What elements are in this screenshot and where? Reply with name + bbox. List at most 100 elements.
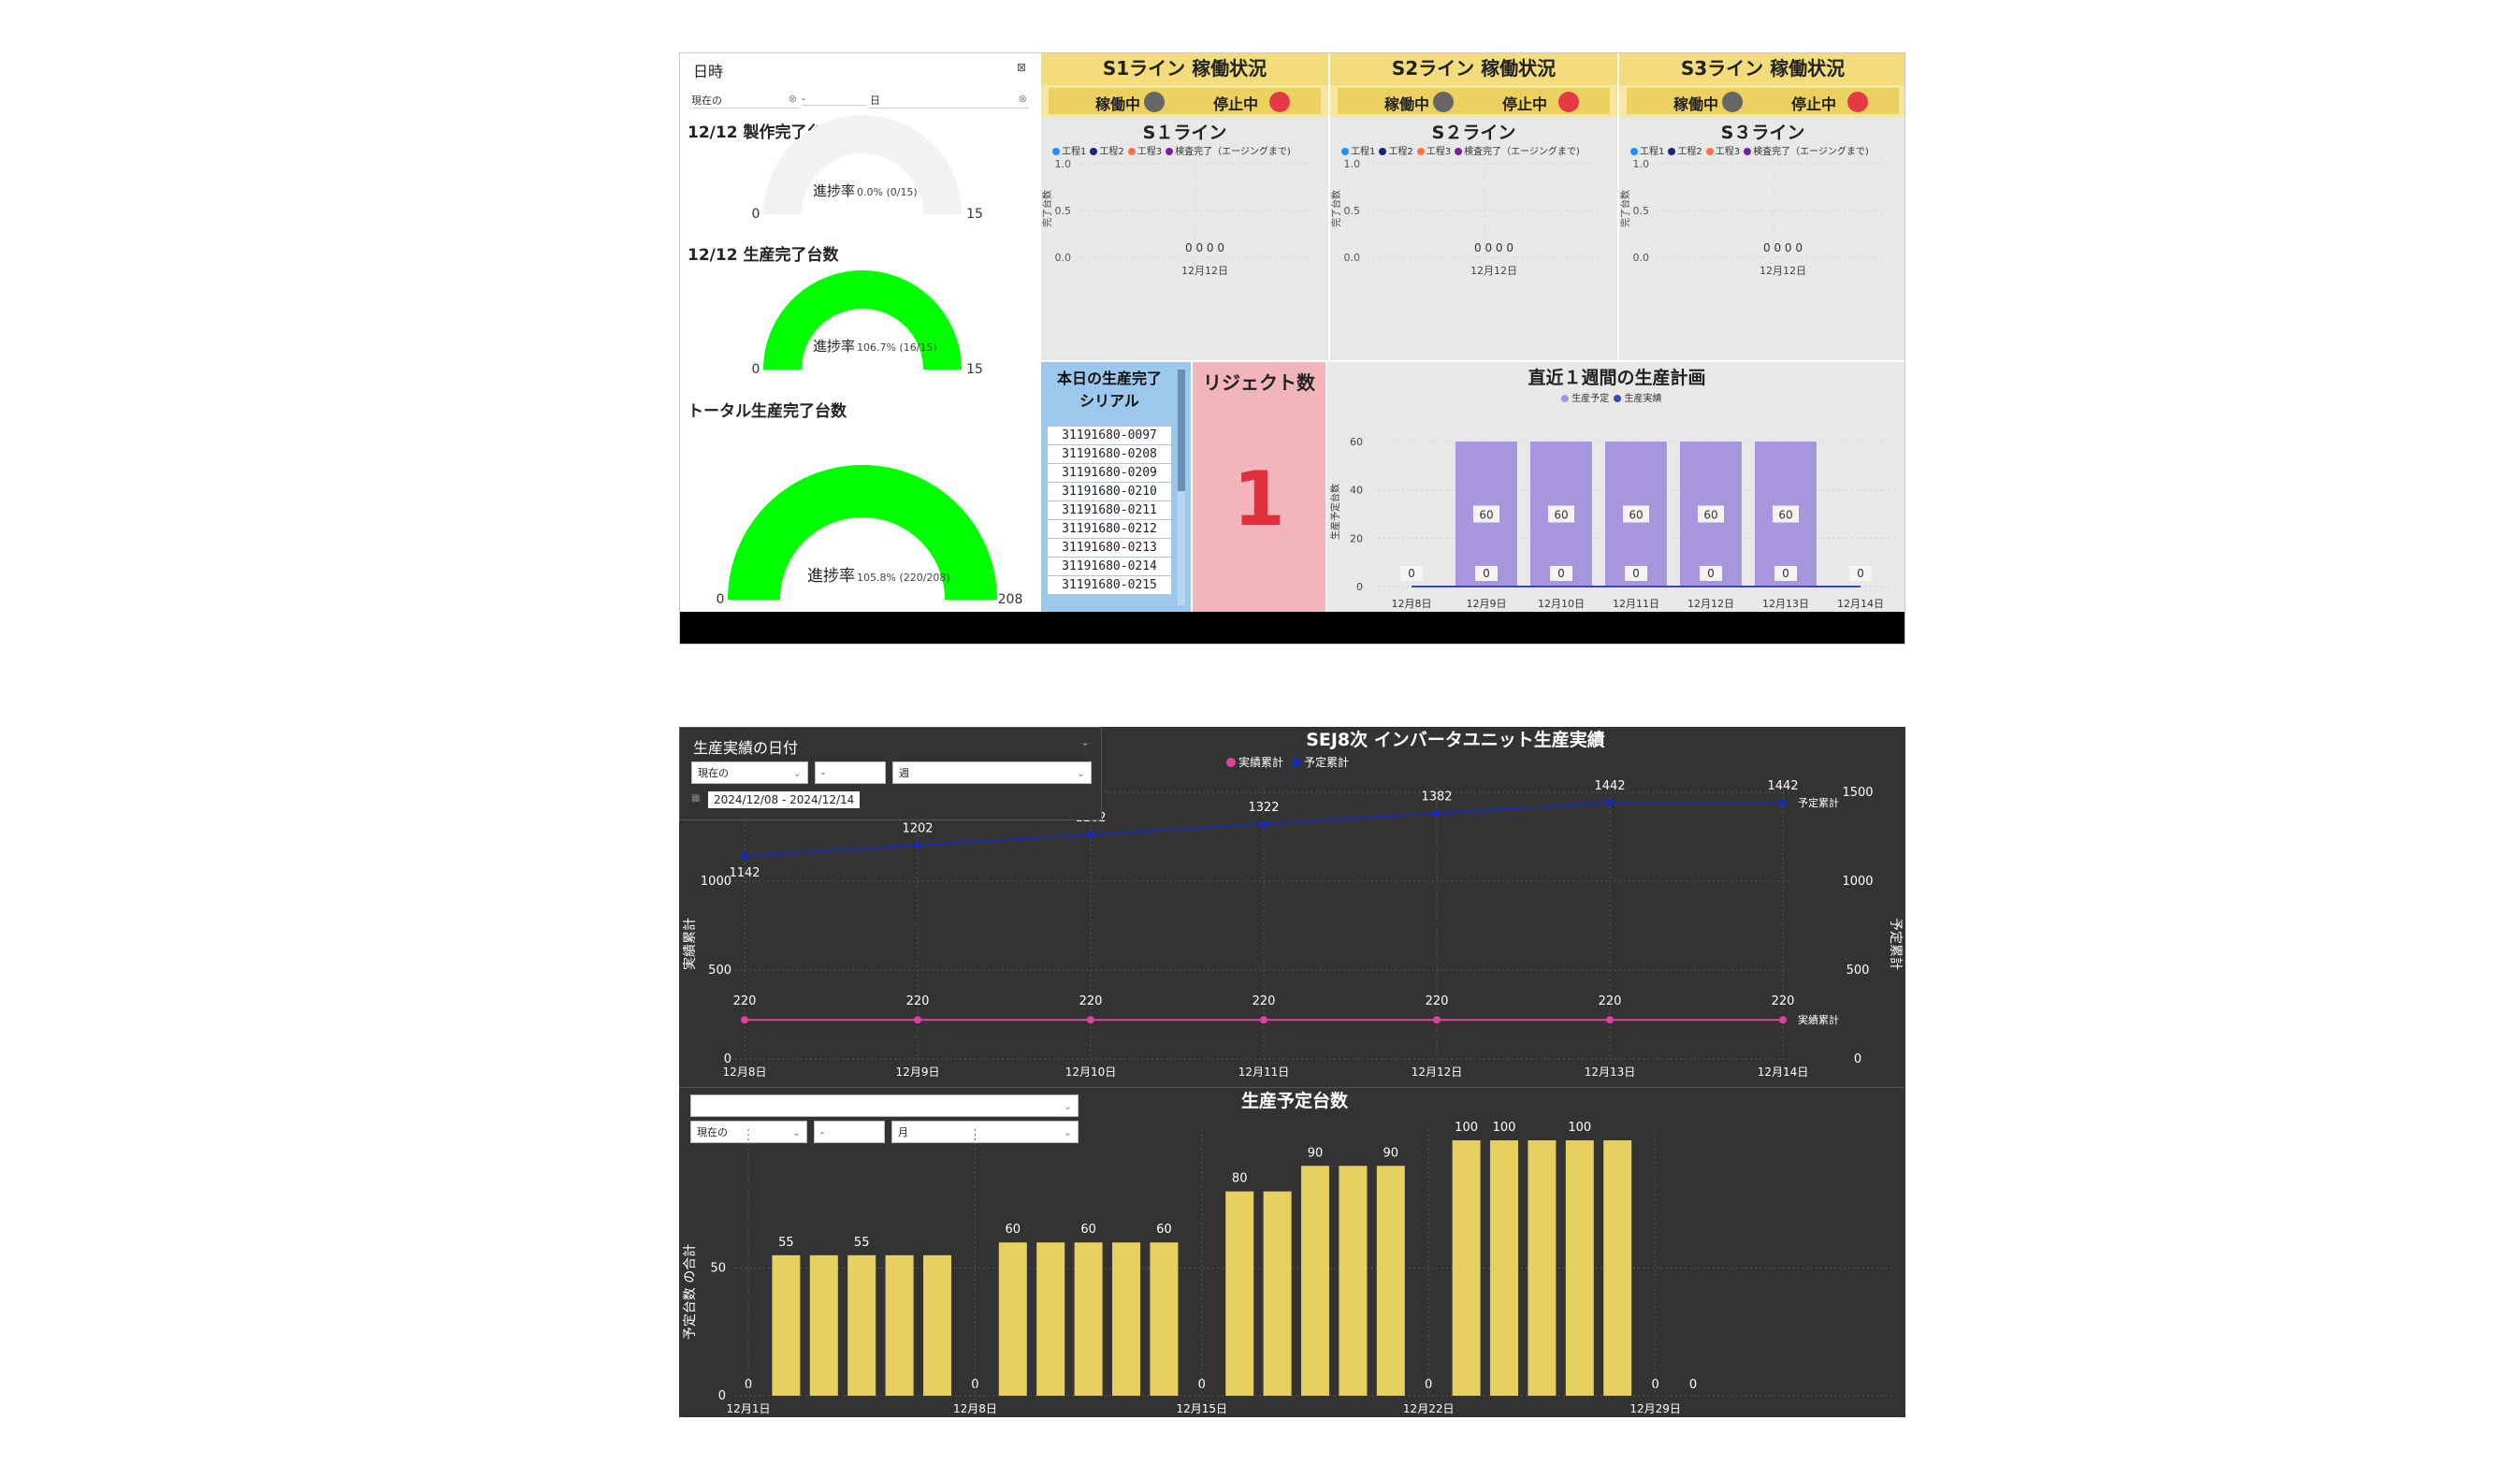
series-plan-data-label: 1442 xyxy=(1767,779,1798,793)
plan-value-box xyxy=(1623,505,1649,523)
serial-item[interactable]: 31191680-0209 xyxy=(1047,464,1172,483)
legend-dot xyxy=(1705,148,1714,155)
series-actual-point xyxy=(1087,1016,1094,1024)
series-actual-data-label: 220 xyxy=(1079,994,1103,1008)
date-count-input[interactable]: - xyxy=(802,93,867,106)
gauge-fill xyxy=(728,465,997,600)
scheduled-bar xyxy=(1074,1242,1103,1396)
production-results-dashboard: 生産実績の日付 ⌄ 現在の ⌄ - 週 ⌄ ▦ 2024/12/08 - 2024/… xyxy=(679,727,1905,1417)
serial-item[interactable]: 31191680-0212 xyxy=(1047,520,1172,539)
series-plan-point xyxy=(1260,819,1267,828)
legend-actual-dot xyxy=(1614,395,1622,402)
scheduled-bar xyxy=(1528,1140,1557,1396)
actual-value-box xyxy=(1774,566,1797,581)
series-plan-data-label: 1322 xyxy=(1248,801,1279,815)
x-tick-label: 12月29日 xyxy=(1629,1402,1681,1415)
y-tick-right: 0 xyxy=(1854,1052,1861,1066)
serial-item[interactable]: 31191680-0210 xyxy=(1047,483,1172,501)
plan-value-label: 60 xyxy=(1629,509,1643,522)
stopped-indicator-icon xyxy=(1847,92,1868,112)
gauge-panel-2: 12/12 生産完了台数 進捗率 106.7% (16/15) 0 15 xyxy=(680,238,1039,395)
chevron-down-icon[interactable]: ⌄ xyxy=(1080,735,1091,748)
series-actual-point xyxy=(1433,1016,1441,1024)
serial-item[interactable]: 31191680-0208 xyxy=(1047,445,1172,464)
date-mode-select[interactable]: 現在の ⊗ xyxy=(691,93,799,109)
month-unit-select[interactable]: 月 ⌄ xyxy=(891,1121,1079,1143)
gauge-title: トータル生産完了台数 xyxy=(688,402,847,421)
month-filter-select[interactable]: ⌄ xyxy=(690,1094,1079,1117)
serial-list-panel: 本日の生産完了 シリアル 31191680-0097 31191680-0208 3… xyxy=(1041,362,1191,612)
month-count-input[interactable]: - xyxy=(814,1121,885,1143)
series-values: 0 0 0 0 xyxy=(1763,241,1803,254)
x-tick-label: 12月12日 xyxy=(1470,265,1517,277)
legend-plan-dot xyxy=(1292,758,1301,767)
cumulative-title: SEJ8次 インバータユニット生産実績 xyxy=(1306,729,1605,750)
line-column-s2: S2ライン 稼働状況 稼働中 停止中 S２ライン 工程1 工程2 工程3 検査完了（エージング… xyxy=(1330,53,1617,360)
scheduled-bar xyxy=(847,1254,876,1396)
series-actual-data-label: 220 xyxy=(1426,994,1449,1008)
y-tick-left: 1000 xyxy=(701,875,731,889)
running-label: 稼働中 xyxy=(1095,95,1141,113)
date-filter-title: 日時 xyxy=(693,63,724,80)
serial-item[interactable]: 31191680-0214 xyxy=(1047,558,1172,576)
y-tick-label: 40 xyxy=(1350,485,1363,497)
scheduled-bar xyxy=(1112,1242,1140,1396)
x-tick-label: 12月9日 xyxy=(1467,598,1507,610)
actual-value-box xyxy=(1700,566,1722,581)
serial-item[interactable]: 31191680-0097 xyxy=(1047,427,1172,445)
date-unit-select[interactable]: 日 ⊗ xyxy=(870,93,1029,109)
gauge-min: 0 xyxy=(717,592,725,607)
legend-dot xyxy=(1127,148,1136,155)
y-tick-label: 50 xyxy=(710,1262,726,1276)
calendar-icon[interactable]: ▦ xyxy=(691,793,701,804)
plan-value-label: 60 xyxy=(1554,509,1568,522)
status-inner: 稼働中 停止中 xyxy=(1627,88,1899,114)
gauge-detail: 0.0% (0/15) xyxy=(857,186,918,198)
legend-label: 検査完了（エージングまで) xyxy=(1175,147,1291,157)
gauge-panel-3: トータル生産完了台数 進捗率 105.8% (220/208) 0 208 xyxy=(680,394,1039,613)
results-count-input[interactable]: - xyxy=(815,761,886,784)
section-divider xyxy=(679,1087,1905,1088)
scheduled-data-label: 80 xyxy=(1232,1172,1248,1186)
serial-item[interactable]: 31191680-0213 xyxy=(1047,539,1172,558)
y-tick-label: 1.0 xyxy=(1055,158,1072,170)
scheduled-data-label: 0 xyxy=(1651,1378,1658,1392)
serial-scroll-thumb[interactable] xyxy=(1178,370,1185,491)
serial-item[interactable]: 31191680-0211 xyxy=(1047,501,1172,520)
x-tick-label: 12月8日 xyxy=(1392,598,1432,610)
gauge-label: 進捗率 xyxy=(813,182,855,199)
x-tick-label: 12月1日 xyxy=(727,1402,771,1415)
scheduled-data-label: 0 xyxy=(745,1378,752,1392)
y-tick-label: 1.0 xyxy=(1344,158,1361,170)
results-mode-select[interactable]: 現在の ⌄ xyxy=(691,761,808,784)
serial-item[interactable]: 31191680-0215 xyxy=(1047,576,1172,595)
line-chart-svg: 1.0 0.5 0.0 完了台数 0 0 0 0 12月12日 xyxy=(1041,158,1312,277)
scheduled-bar xyxy=(1376,1166,1405,1396)
scheduled-data-label: 100 xyxy=(1568,1121,1591,1135)
gauge-detail: 105.8% (220/208) xyxy=(857,572,950,584)
legend-label: 工程1 xyxy=(1351,147,1376,157)
x-tick-label: 12月10日 xyxy=(1538,598,1585,610)
cumulative-chart: SEJ8次 インバータユニット生産実績 実績累計 予定累計 実績累計 予定累計 … xyxy=(683,729,1903,1079)
line-chart-s3: S３ライン 工程1 工程2 工程3 検査完了（エージングまで) 1.0 0.5 0.0 完了台数… xyxy=(1619,117,1904,360)
line-chart-s1: S１ライン 工程1 工程2 工程3 検査完了（エージングまで) 1.0 0.5 0.0 完了台数… xyxy=(1041,117,1328,360)
x-tick-label: 12月13日 xyxy=(1585,1065,1636,1079)
x-tick-label: 12月10日 xyxy=(1065,1065,1117,1079)
y-tick-label: 0.5 xyxy=(1344,205,1361,217)
legend-label: 工程2 xyxy=(1388,147,1413,157)
gauge-svg: 進捗率 0.0% (0/15) 0 15 xyxy=(752,115,983,222)
series-plan-point xyxy=(1779,799,1787,807)
line-chart-title: S１ライン xyxy=(1142,123,1227,143)
gauge-max: 208 xyxy=(998,592,1023,607)
scheduled-bar xyxy=(1225,1191,1254,1396)
y-tick-label: 0 xyxy=(718,1389,726,1403)
x-tick-label: 12月12日 xyxy=(1687,598,1734,610)
scheduled-bar xyxy=(1452,1140,1481,1396)
line-status-dashboard: 日時 ⊠ 現在の ⊗ - 日 ⊗ 12/12 製作完了台数 進捗率 0.0% (0/15… xyxy=(679,52,1905,645)
gauge-fill xyxy=(763,270,962,370)
y-tick-label: 0.5 xyxy=(1633,205,1650,217)
results-unit-select[interactable]: 週 ⌄ xyxy=(892,761,1092,784)
scheduled-data-label: 55 xyxy=(854,1236,870,1250)
expand-icon[interactable]: ⊠ xyxy=(1017,61,1027,74)
x-tick-label: 12月15日 xyxy=(1177,1402,1228,1415)
